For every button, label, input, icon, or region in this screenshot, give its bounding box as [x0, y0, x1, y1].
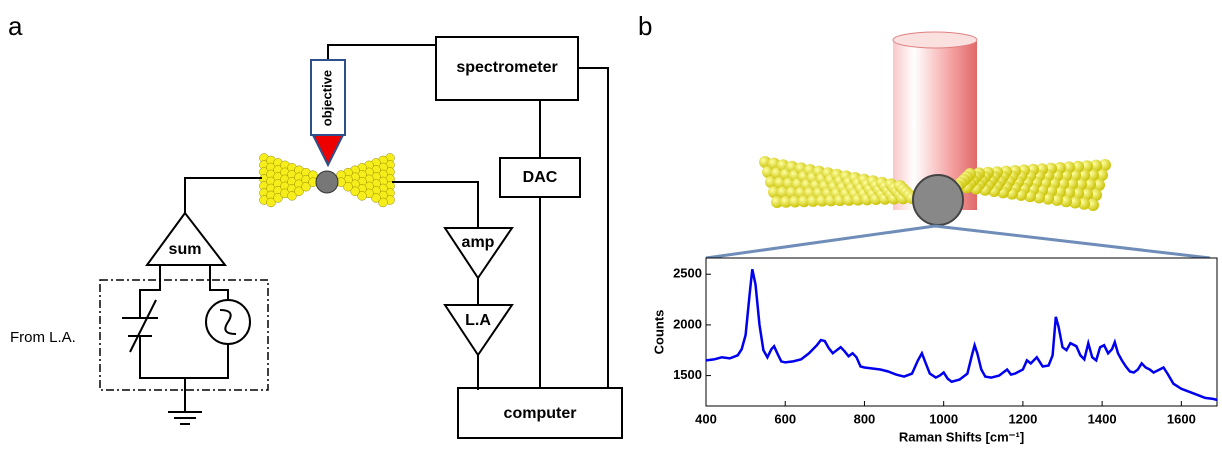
- gold-atom: [765, 176, 777, 188]
- gold-atom: [1075, 178, 1087, 191]
- gold-atom: [294, 186, 304, 196]
- objective-label: objective: [319, 70, 334, 126]
- amp: [443, 227, 514, 280]
- gold-atom: [771, 196, 783, 208]
- gold-atom: [1069, 196, 1081, 209]
- wire: [327, 44, 436, 60]
- gold-atom: [1042, 192, 1054, 205]
- gold-atom: [1078, 169, 1090, 182]
- panel-label: a: [8, 11, 23, 41]
- gold-atom: [1072, 187, 1084, 200]
- molecule: [912, 174, 964, 226]
- gold-atom: [1087, 169, 1099, 182]
- x-tick-label: 400: [695, 411, 717, 426]
- y-tick-label: 2500: [673, 266, 702, 281]
- gold-atom: [287, 191, 297, 201]
- amp-label: amp: [462, 234, 495, 251]
- gold-atom: [1084, 178, 1096, 191]
- electrode: [759, 156, 1111, 211]
- spectrum-line: [705, 268, 1218, 402]
- battery: [122, 299, 158, 353]
- wire: [184, 177, 262, 213]
- dac-label: DAC: [523, 169, 558, 186]
- gold-atom: [759, 156, 771, 168]
- x-tick-label: 1200: [1008, 411, 1037, 426]
- gold-atom: [798, 195, 810, 208]
- electrode: [259, 153, 395, 208]
- x-tick-label: 1600: [1167, 411, 1196, 426]
- y-tick-label: 1500: [673, 367, 702, 382]
- gold-atom: [1099, 159, 1111, 171]
- wire: [139, 265, 229, 412]
- gold-atom: [357, 191, 367, 201]
- plot: 400 600 800 1000 1200 1400 1600 1500 2000 2500 Ram…: [651, 257, 1218, 444]
- gold-atom: [301, 181, 311, 192]
- gold-atom: [350, 186, 360, 196]
- gold-atom: [1093, 179, 1105, 191]
- ac-source: [205, 299, 251, 345]
- gold-atom: [768, 186, 780, 198]
- gold-atom: [780, 195, 792, 208]
- lock-in: [443, 304, 514, 357]
- spectrometer-label: spectrometer: [456, 59, 557, 76]
- gold-atom: [1060, 195, 1072, 208]
- molecule: [315, 170, 339, 194]
- gold-atom: [774, 176, 786, 189]
- gold-atom: [777, 159, 789, 172]
- sum-label: sum: [169, 241, 202, 258]
- gold-atom: [1090, 189, 1102, 201]
- computer-label: computer: [504, 405, 577, 422]
- wire: [539, 67, 609, 388]
- gold-atom: [1078, 197, 1090, 210]
- x-axis-label: Raman Shifts [cm⁻¹]: [899, 429, 1024, 444]
- gold-atom: [768, 157, 780, 170]
- laser-beam-top: [892, 31, 978, 49]
- x-tick-label: 1000: [929, 411, 958, 426]
- ac-symbol: [219, 309, 237, 335]
- dashed-box: [99, 279, 269, 391]
- panel-label: b: [638, 11, 652, 41]
- objective-tip: [311, 134, 345, 168]
- gold-atom: [1051, 193, 1063, 206]
- x-tick-label: 600: [774, 411, 796, 426]
- gold-atom: [1090, 159, 1102, 172]
- gold-atom: [273, 193, 283, 203]
- ground: [168, 411, 202, 425]
- gold-atom: [786, 186, 798, 199]
- y-tick-label: 2000: [673, 316, 702, 331]
- y-axis-label: Counts: [651, 310, 666, 355]
- wire: [392, 181, 479, 390]
- panel-a: a spectrometer objective sum From L.A. a…: [8, 11, 623, 439]
- gold-atom: [1081, 188, 1093, 201]
- panel-b: b 400 600 800 1000 1200 1400 1600 1500 2000 2500 R…: [638, 11, 1218, 444]
- x-tick-label: 1400: [1088, 411, 1117, 426]
- gold-atom: [762, 166, 774, 178]
- plot-frame: [705, 257, 1218, 407]
- gold-atom: [343, 181, 353, 192]
- x-tick-label: 800: [854, 411, 876, 426]
- gold-atom: [789, 195, 801, 208]
- zoom-line: [705, 224, 1211, 260]
- sum-amp: [145, 211, 228, 266]
- gold-atom: [266, 197, 276, 208]
- gold-atom: [378, 197, 388, 208]
- gold-atom: [1081, 160, 1093, 173]
- from-label: From L.A.: [10, 329, 76, 346]
- gold-atom: [777, 186, 789, 199]
- gold-atom: [371, 193, 381, 203]
- gold-atom: [1087, 199, 1099, 211]
- lock-in-label: L.A: [465, 312, 491, 329]
- gold-atom: [1096, 169, 1108, 181]
